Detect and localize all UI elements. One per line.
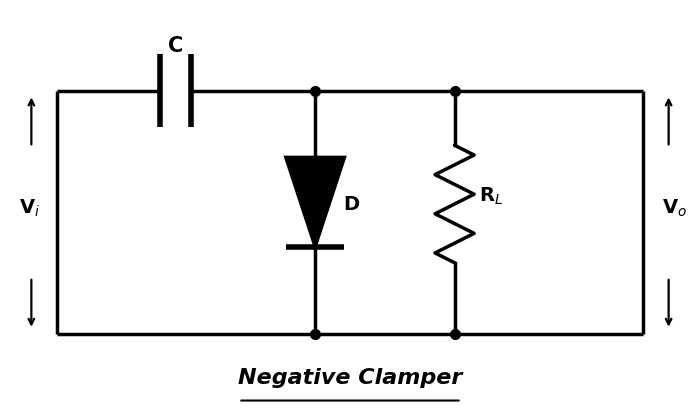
Text: R$_L$: R$_L$: [479, 185, 503, 206]
Text: D: D: [343, 195, 359, 213]
Text: V$_o$: V$_o$: [662, 197, 687, 219]
Text: Negative Clamper: Negative Clamper: [238, 368, 462, 388]
Polygon shape: [286, 157, 344, 246]
Text: V$_i$: V$_i$: [19, 197, 40, 219]
Text: C: C: [168, 36, 183, 56]
